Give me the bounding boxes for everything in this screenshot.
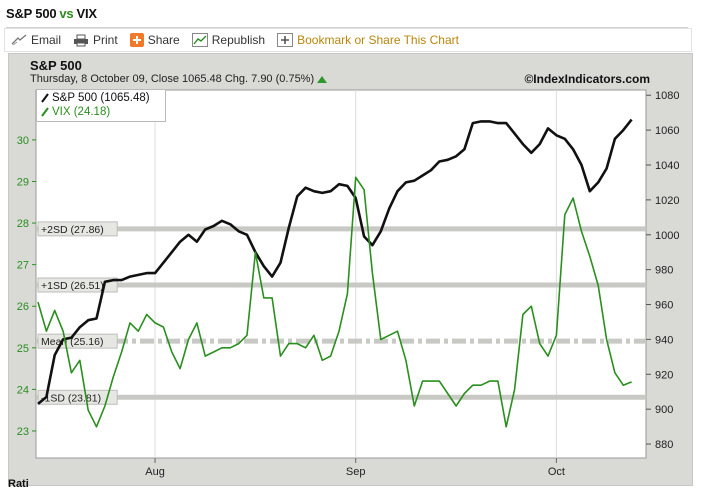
y-right-tick-label: 900 — [655, 404, 673, 416]
band-label: -1SD (23.81) — [41, 392, 101, 404]
band-label-bg — [37, 389, 118, 405]
y-right-tick-label: 1060 — [655, 125, 679, 137]
plus-icon — [129, 33, 144, 47]
y-right-tick-label: 940 — [655, 334, 673, 346]
legend-item-sp500: S&P 500 (1065.48) — [37, 91, 165, 105]
x-tick-label: Sep — [346, 466, 366, 478]
toolbar: Email Print Share Republish Bookmark or … — [4, 28, 692, 52]
legend-sp500-label: S&P 500 (1065.48) — [52, 92, 150, 104]
title-vs: vs — [59, 6, 74, 21]
y-right-tick-label: 980 — [655, 265, 673, 277]
y-left-tick-label: 28 — [17, 218, 29, 230]
band-label: +1SD (26.51) — [41, 280, 104, 292]
band-label-bg — [37, 277, 118, 293]
legend-item-vix: VIX (24.18) — [37, 105, 165, 119]
chart-subtitle: Thursday, 8 October 09, Close 1065.48 Ch… — [30, 73, 328, 85]
republish-button[interactable]: Republish — [191, 33, 266, 47]
y-right-tick-label: 1020 — [655, 195, 679, 207]
y-left-tick-label: 25 — [17, 343, 29, 355]
share-button[interactable]: Share — [129, 33, 180, 47]
y-right-tick-label: 920 — [655, 369, 673, 381]
vix-series-line — [37, 176, 632, 428]
y-right-tick-label: 960 — [655, 300, 673, 312]
print-button[interactable]: Print — [73, 33, 118, 47]
x-tick-label: Oct — [548, 466, 565, 478]
y-left-tick-label: 30 — [17, 135, 29, 147]
chart-title: S&P 500 — [30, 58, 82, 73]
printer-icon — [74, 34, 89, 46]
rating-label: Rati — [8, 478, 29, 490]
sp500-series-line — [37, 118, 633, 405]
y-right-tick-label: 880 — [655, 439, 673, 451]
page-title: S&P 500 vs VIX — [6, 6, 97, 21]
bookmark-icon — [277, 33, 294, 47]
y-left-tick-label: 23 — [17, 426, 29, 438]
brand-label: ©IndexIndicators.com — [524, 72, 650, 86]
sp500-line-icon — [41, 93, 49, 103]
vix-line-icon — [41, 107, 49, 117]
plot-area — [35, 89, 647, 459]
y-left-tick-label: 27 — [17, 260, 29, 272]
title-divider — [6, 27, 688, 28]
email-button[interactable]: Email — [11, 33, 61, 47]
republish-label: Republish — [211, 33, 266, 47]
title-left: S&P 500 — [6, 6, 57, 21]
share-label: Share — [147, 33, 180, 47]
chart-subtitle-text: Thursday, 8 October 09, Close 1065.48 Ch… — [30, 73, 315, 85]
chart-icon — [191, 33, 208, 47]
band-label-bg — [37, 333, 118, 349]
up-arrow-icon — [317, 75, 328, 83]
bookmark-button[interactable]: Bookmark or Share This Chart — [277, 33, 459, 47]
band-label-bg — [37, 221, 118, 237]
x-tick-label: Aug — [145, 466, 165, 478]
email-label: Email — [31, 33, 62, 47]
band-label: Mean (25.16) — [41, 336, 103, 348]
chart-header: S&P 500 Thursday, 8 October 09, Close 10… — [30, 58, 650, 88]
y-right-tick-label: 1040 — [655, 160, 679, 172]
title-right: VIX — [76, 6, 97, 21]
email-icon — [11, 34, 27, 46]
legend-vix-label: VIX (24.18) — [52, 106, 111, 118]
bookmark-label: Bookmark or Share This Chart — [297, 33, 459, 47]
y-left-tick-label: 24 — [17, 384, 29, 396]
y-left-tick-label: 26 — [17, 301, 29, 313]
band-label: +2SD (27.86) — [41, 224, 104, 236]
y-left-tick-label: 29 — [17, 176, 29, 188]
y-right-tick-label: 1080 — [655, 90, 679, 102]
y-right-tick-label: 1000 — [655, 230, 679, 242]
chart-legend: S&P 500 (1065.48) VIX (24.18) — [36, 89, 166, 122]
print-label: Print — [93, 33, 118, 47]
